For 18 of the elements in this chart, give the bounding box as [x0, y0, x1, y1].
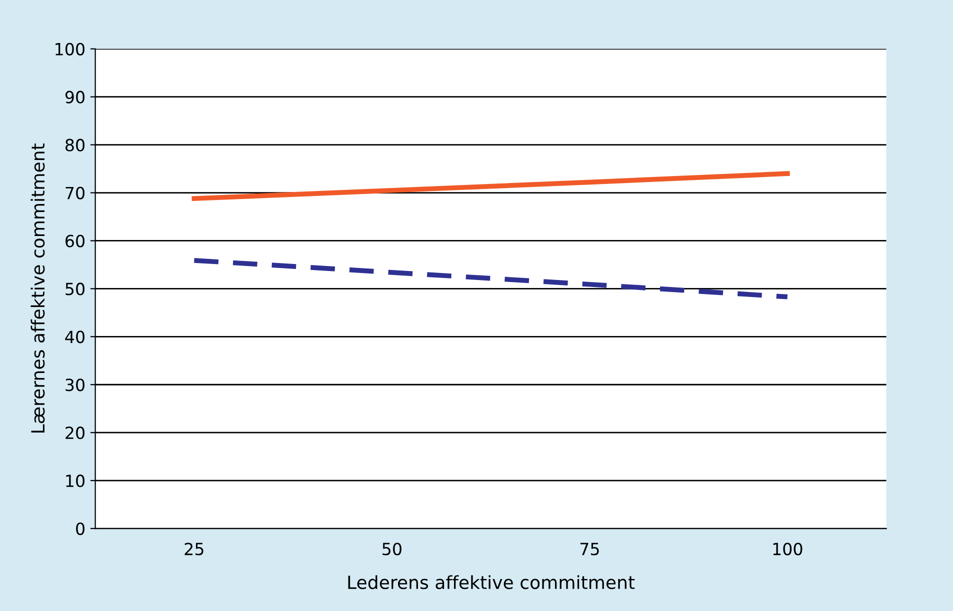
x-tick-label: 100 [773, 542, 802, 556]
y-tick-label: 0 [76, 522, 84, 536]
x-tick-label: 50 [382, 542, 402, 556]
y-tick-label: 90 [65, 90, 84, 104]
x-tick-label: 75 [580, 542, 599, 556]
x-axis-title: Lederens affektive commitment [348, 575, 635, 590]
y-tick-label: 70 [66, 186, 84, 200]
y-axis-title: Lærernes affektive commitment [30, 144, 45, 432]
y-tick-label: 80 [66, 138, 84, 152]
y-tick-label: 40 [65, 330, 84, 344]
x-tick-label: 25 [184, 542, 204, 556]
y-tick-label: 60 [66, 234, 84, 248]
y-tick-label: 20 [66, 426, 84, 440]
line-series [192, 171, 790, 201]
y-tick-label: 100 [56, 42, 84, 56]
y-tick-label: 50 [66, 282, 84, 296]
y-tick-label: 10 [66, 474, 84, 488]
y-tick-label: 30 [66, 378, 84, 392]
